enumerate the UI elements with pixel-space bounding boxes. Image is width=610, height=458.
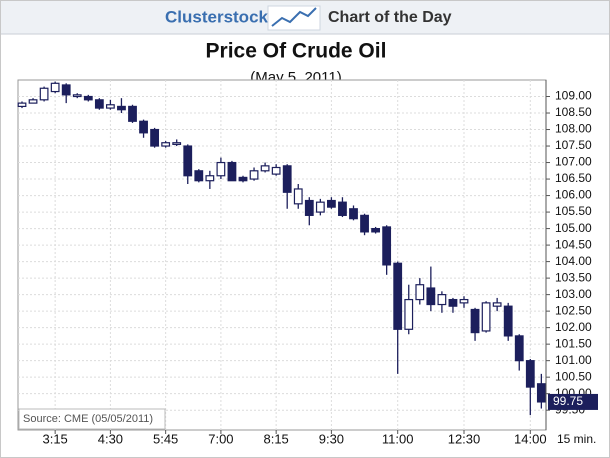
- source: Source: CME (05/05/2011): [23, 413, 153, 425]
- candle-body: [117, 105, 126, 111]
- candle-body: [360, 214, 369, 233]
- candle-body: [536, 383, 546, 403]
- last-price-label: 99.75: [553, 394, 583, 408]
- candle-body: [227, 161, 237, 182]
- y-tick-label: 107.50: [555, 138, 592, 152]
- candle-body: [28, 99, 38, 104]
- candle-body: [61, 84, 71, 96]
- brand-icon: [267, 5, 321, 31]
- y-tick-label: 102.50: [555, 303, 592, 317]
- candle-body: [249, 170, 259, 180]
- candle-body: [448, 298, 458, 307]
- candle-body: [514, 335, 524, 362]
- y-tick-label: 105.00: [555, 221, 592, 235]
- candle-body: [161, 142, 171, 147]
- chart-title: Price Of Crude Oil: [206, 40, 387, 63]
- candle-body: [183, 145, 193, 177]
- x-tick-label: 9:30: [319, 431, 344, 446]
- y-tick-label: 102.00: [555, 320, 592, 334]
- candle-body: [338, 201, 347, 216]
- x-tick-label: 12:30: [448, 431, 481, 446]
- y-tick-label: 100.50: [555, 369, 592, 383]
- y-tick-label: 107.00: [555, 155, 592, 169]
- candle-body: [282, 165, 292, 193]
- candle-body: [404, 298, 414, 330]
- source-box: [18, 408, 166, 430]
- candle-body: [128, 105, 137, 122]
- y-tick-label: 105.50: [555, 204, 592, 218]
- candle-body: [238, 176, 248, 182]
- candle-body: [94, 99, 104, 109]
- candle-body: [150, 128, 160, 147]
- candle-body: [481, 302, 491, 332]
- x-tick-label: 14:00: [514, 431, 547, 446]
- candle-body: [293, 188, 303, 205]
- tagline: Chart of the Day: [328, 9, 452, 26]
- candle-body: [382, 226, 392, 266]
- last-price-box: [548, 393, 598, 410]
- x-tick-label: 11:00: [382, 431, 414, 446]
- candle-body: [426, 287, 436, 306]
- candle-body: [83, 95, 93, 101]
- candle-body: [139, 120, 148, 134]
- y-tick-label: 108.50: [555, 105, 592, 119]
- y-tick-label: 109.00: [555, 89, 592, 103]
- plot-area: [17, 79, 547, 431]
- candle-body: [260, 165, 270, 172]
- x-tick-label: 7:00: [208, 431, 233, 446]
- candle-body: [470, 308, 480, 334]
- candle-body: [216, 161, 226, 177]
- brand: Clusterstock: [165, 7, 269, 26]
- candle-body: [205, 175, 215, 182]
- y-tick-label: 103.00: [555, 287, 592, 301]
- candle-body: [105, 104, 115, 109]
- candle-body: [525, 360, 535, 388]
- x-unit-label: 15 min.: [557, 432, 596, 446]
- candle-body: [459, 298, 469, 304]
- candle-body: [39, 87, 49, 101]
- candle-body: [315, 201, 325, 213]
- candle-body: [393, 262, 403, 330]
- y-tick-label: 104.00: [555, 254, 592, 268]
- x-tick-label: 4:30: [98, 431, 123, 446]
- y-tick-label: 101.00: [555, 353, 592, 367]
- candle-body: [349, 208, 358, 220]
- candle-body: [194, 170, 204, 182]
- y-tick-label: 104.50: [555, 237, 592, 251]
- candle-body: [437, 294, 447, 306]
- y-tick-label: 108.00: [555, 122, 592, 136]
- candle-body: [492, 302, 502, 307]
- y-tick-label: 101.50: [555, 336, 592, 350]
- candle-body: [17, 102, 27, 108]
- candle-body: [172, 142, 182, 145]
- candle-body: [304, 199, 314, 216]
- x-tick-label: 3:15: [42, 431, 67, 446]
- candle-body: [50, 82, 60, 93]
- candle-body: [327, 199, 336, 208]
- x-tick-label: 5:45: [153, 431, 178, 446]
- candle-body: [503, 305, 513, 337]
- candle-body: [72, 94, 82, 98]
- x-tick-label: 8:15: [263, 431, 288, 446]
- y-tick-label: 106.50: [555, 171, 592, 185]
- candle-body: [371, 227, 380, 233]
- y-tick-label: 103.50: [555, 270, 592, 284]
- y-tick-label: 106.00: [555, 188, 592, 202]
- candle-body: [415, 284, 425, 301]
- candle-body: [271, 166, 281, 175]
